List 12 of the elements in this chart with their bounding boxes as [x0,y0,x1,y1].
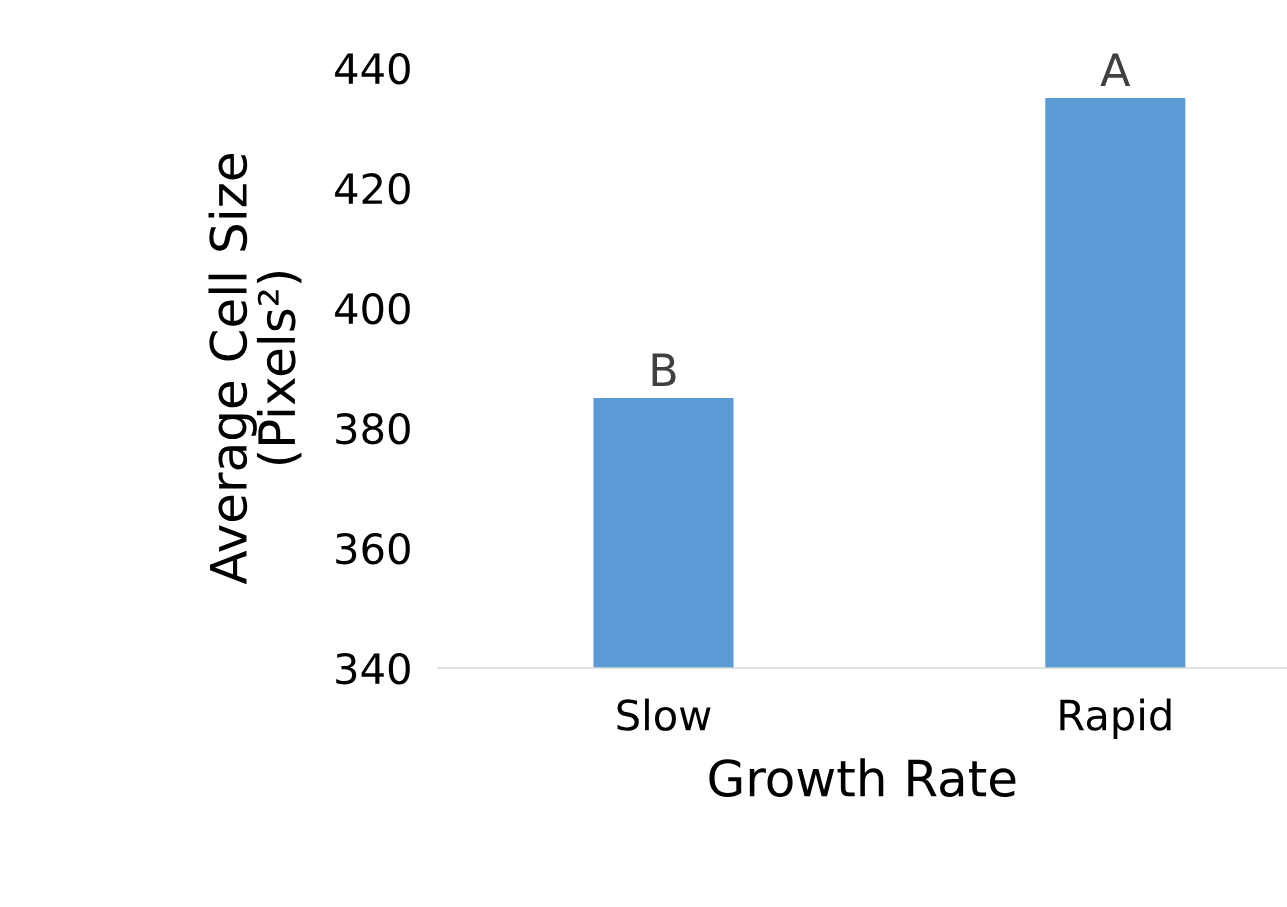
x-axis-title: Growth Rate [709,758,1016,798]
y-tick-label: 360 [336,532,410,565]
x-tick-label: Rapid [1060,698,1171,739]
y-axis-title: Average Cell Size (Pixels²) [208,154,302,585]
annotation: A [1100,53,1131,86]
y-tick-label: 420 [335,172,410,205]
y-tick-label: 380 [336,412,410,445]
x-tick-label: Slow [617,698,711,731]
y-tick-label: 440 [335,52,410,85]
y-tick-label: 400 [335,292,410,325]
annotation: B [652,353,676,386]
y-tick-label: 340 [336,652,410,685]
